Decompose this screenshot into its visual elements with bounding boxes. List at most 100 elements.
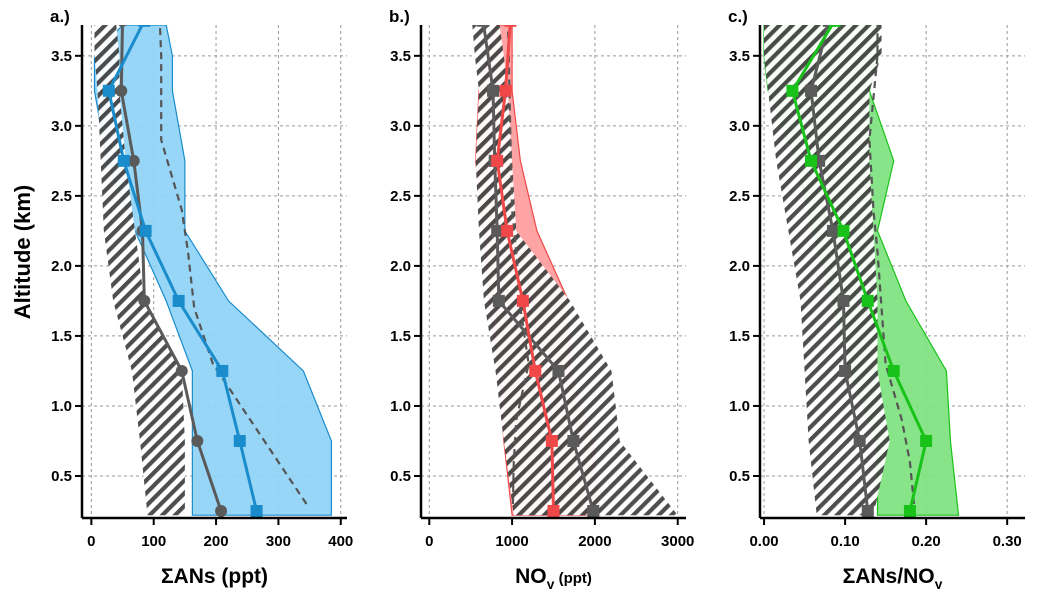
panel-c: 0.00 0.10 0.20 0.30 0.5 1.0 1.5 2.0 2.5 3.0 3.5 c.)… [728, 7, 1025, 589]
model-marker [492, 294, 505, 307]
observed-marker [920, 434, 933, 447]
model-marker [487, 84, 500, 97]
x-tick-label: 0.30 [993, 533, 1022, 550]
observed-marker [233, 434, 246, 447]
observed-series-line [495, 25, 555, 512]
observed-marker [491, 154, 504, 167]
panel-a: 0 100 200 300 400 0.5 1.0 1.5 2.0 2.5 3.0 3.5 a.) ΣAN… [50, 7, 353, 588]
x-tick-label: 0.10 [830, 533, 859, 550]
panel-label: c.) [728, 7, 748, 26]
y-tick-label: 1.5 [729, 328, 750, 345]
y-tick-label: 0.5 [51, 468, 72, 485]
y-axis-label: Altitude (km) [10, 185, 35, 319]
y-tick-label: 1.0 [390, 398, 411, 415]
observed-series-line [790, 25, 928, 512]
y-tick-label: 3.0 [51, 118, 72, 135]
model-series-line [119, 25, 223, 512]
model-marker [826, 224, 839, 237]
observed-marker [786, 84, 799, 97]
x-tick-label: 3000 [661, 533, 694, 550]
observed-marker [117, 154, 130, 167]
x-tick-label: 100 [141, 533, 166, 550]
x-tick-label: 300 [266, 533, 291, 550]
x-tick-label: 400 [328, 533, 353, 550]
model-marker [115, 84, 128, 97]
observed-marker [837, 224, 850, 237]
y-tick-label: 1.0 [729, 398, 750, 415]
y-tick-label: 3.0 [729, 118, 750, 135]
model-marker [552, 364, 565, 377]
observed-marker [529, 364, 542, 377]
model-marker [491, 224, 504, 237]
observed-marker [501, 224, 514, 237]
x-tick-label: 1000 [495, 533, 528, 550]
y-tick-label: 3.5 [390, 48, 411, 65]
panel-label: a.) [50, 7, 70, 26]
observed-marker [547, 504, 560, 517]
y-tick-label: 2.0 [390, 258, 411, 275]
panel-label: b.) [389, 7, 410, 26]
y-tick-label: 1.5 [390, 328, 411, 345]
plot-area [421, 25, 686, 518]
observed-series-line [107, 25, 259, 512]
observed-marker [516, 294, 529, 307]
model-marker [839, 364, 852, 377]
model-marker [118, 25, 127, 27]
observed-marker [102, 84, 115, 97]
observed-marker [545, 434, 558, 447]
model-range-band [472, 25, 678, 516]
model-range-band [94, 25, 185, 516]
observed-marker [504, 25, 517, 27]
model-marker [853, 434, 866, 447]
model-marker [175, 364, 188, 377]
x-tick-label: 0.20 [912, 533, 941, 550]
observed-marker [861, 294, 874, 307]
y-tick-label: 2.5 [390, 188, 411, 205]
x-axis-label: ΣANs/NOy [843, 565, 943, 589]
x-axis-label: ΣANs (ppt) [161, 565, 268, 588]
x-axis-label: NOy (ppt) [515, 565, 592, 589]
observed-marker [138, 25, 151, 27]
x-tick-label: 0 [87, 533, 95, 550]
x-tick-label: 0 [425, 533, 433, 550]
x-tick-label: 0.00 [749, 533, 778, 550]
y-tick-label: 3.5 [51, 48, 72, 65]
observed-marker [216, 364, 229, 377]
observed-marker [805, 154, 818, 167]
y-tick-label: 0.5 [729, 468, 750, 485]
y-tick-label: 2.0 [51, 258, 72, 275]
observed-marker [887, 364, 900, 377]
model-marker [477, 25, 490, 27]
model-marker [138, 294, 151, 307]
y-tick-label: 2.5 [51, 188, 72, 205]
observed-marker [250, 504, 263, 517]
plot-area [82, 25, 347, 518]
observed-marker [139, 224, 152, 237]
x-tick-label: 200 [204, 533, 229, 550]
model-series-line [482, 25, 595, 512]
observed-marker [499, 84, 512, 97]
plot-area [760, 25, 1025, 518]
model-marker [805, 84, 818, 97]
model-marker [127, 154, 140, 167]
dashed-line [506, 25, 530, 505]
model-marker [822, 25, 835, 27]
y-tick-label: 1.0 [51, 398, 72, 415]
observed-range-band [93, 25, 333, 516]
observed-marker [903, 504, 916, 517]
observed-marker [828, 25, 841, 27]
model-series-line [809, 25, 870, 512]
model-marker [567, 434, 580, 447]
y-tick-label: 2.0 [729, 258, 750, 275]
dashed-line [868, 25, 916, 505]
y-tick-label: 3.5 [729, 48, 750, 65]
y-tick-label: 2.5 [729, 188, 750, 205]
model-marker [837, 294, 850, 307]
panel-b: 0 1000 2000 3000 0.5 1.0 1.5 2.0 2.5 3.0 3.5 b.) NOy… [389, 7, 694, 589]
x-tick-label: 2000 [578, 533, 611, 550]
dashed-line [158, 25, 308, 505]
y-tick-label: 0.5 [390, 468, 411, 485]
observed-marker [172, 294, 185, 307]
y-tick-label: 1.5 [51, 328, 72, 345]
